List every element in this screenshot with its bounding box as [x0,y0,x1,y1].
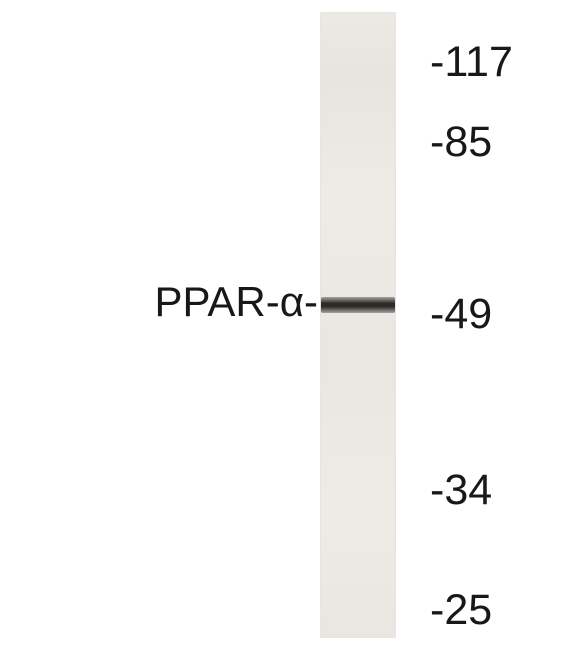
mw-marker-0: -117 [430,38,513,87]
blot-figure: PPAR-α- -117 -85 -49 -34 -25 [0,0,585,648]
mw-marker-3: -34 [430,466,492,515]
lane-wrap [320,12,396,638]
mw-marker-1: -85 [430,118,492,167]
mw-marker-4: -25 [430,586,492,635]
protein-label: PPAR-α- [0,278,318,326]
mw-marker-2: -49 [430,290,492,339]
protein-band [321,297,395,313]
blot-lane [320,12,396,638]
